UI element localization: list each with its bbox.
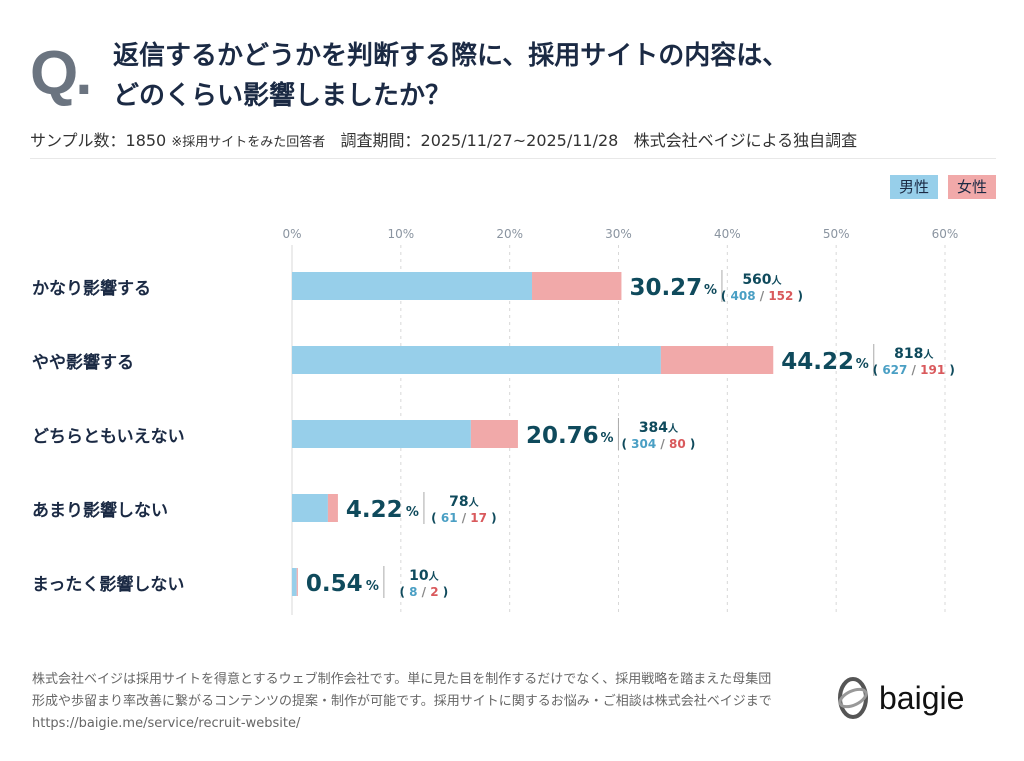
footer-text: 株式会社ベイジは採用サイトを得意とするウェブ制作会社です。単に見た目を制作するだ…: [32, 669, 772, 735]
gender-breakdown: ( 627 / 191 ): [873, 363, 955, 377]
q-mark: Q.: [30, 39, 92, 108]
percent-unit: %: [406, 505, 419, 520]
survey-period: 調査期間：2025/11/27~2025/11/28: [340, 131, 619, 150]
category-label: どちらともいえない: [32, 427, 185, 447]
category-label: あまり影響しない: [32, 501, 168, 521]
percent-label: 30.27: [629, 275, 702, 301]
x-tick-label: 40%: [714, 227, 741, 241]
percent-label: 44.22: [781, 349, 854, 375]
percent-unit: %: [856, 357, 869, 372]
bar-male: [292, 568, 297, 596]
gender-breakdown: ( 304 / 80 ): [622, 437, 696, 451]
baigie-logo-icon: [838, 677, 868, 719]
legend-male: 男性: [890, 175, 938, 199]
sample-note: ※採用サイトをみた回答者: [171, 135, 326, 150]
x-tick-label: 0%: [282, 227, 301, 241]
gender-breakdown: ( 408 / 152 ): [721, 289, 803, 303]
survey-source: 株式会社ベイジによる独自調査: [633, 131, 858, 150]
category-label: やや影響する: [32, 353, 134, 373]
percent-unit: %: [704, 283, 717, 298]
percent-unit: %: [600, 431, 613, 446]
footer-url[interactable]: https://baigie.me/service/recruit-websit…: [32, 716, 301, 731]
logo-text: baigie: [879, 679, 965, 716]
gender-breakdown: ( 8 / 2 ): [399, 585, 448, 599]
total-count: 384人: [639, 420, 679, 436]
baigie-logo: baigie: [835, 676, 964, 720]
bar-male: [292, 494, 328, 522]
percent-unit: %: [366, 579, 379, 594]
x-tick-label: 50%: [823, 227, 850, 241]
chart-title: 返信するかどうかを判断する際に、採用サイトの内容は、 どのくらい影響しましたか？: [113, 36, 788, 116]
category-label: かなり影響する: [32, 279, 151, 299]
total-count: 560人: [742, 272, 782, 288]
title-line-2: どのくらい影響しましたか？: [113, 81, 452, 111]
bar-female: [470, 420, 518, 448]
x-tick-label: 30%: [605, 227, 632, 241]
category-label: まったく影響しない: [32, 575, 185, 595]
footer-line-1: 株式会社ベイジは採用サイトを得意とするウェブ制作会社です。単に見た目を制作するだ…: [32, 672, 772, 687]
bar-chart: 0% 10% 20% 30% 40% 50% 60% 30.27 % 560人( 408 / 15…: [282, 227, 959, 615]
footer-line-2: 形成や歩留まり率改善に繋がるコンテンツの提案・制作が可能です。採用サイトに関する…: [32, 694, 772, 709]
title-line-1: 返信するかどうかを判断する際に、採用サイトの内容は、: [113, 41, 789, 71]
bar-female: [660, 346, 774, 374]
total-count: 10人: [409, 568, 439, 584]
percent-label: 20.76: [526, 423, 599, 449]
bar-female: [327, 494, 338, 522]
x-tick-label: 10%: [387, 227, 414, 241]
bar-male: [292, 272, 533, 300]
sample-size: サンプル数：1850: [30, 131, 167, 150]
x-tick-label: 20%: [496, 227, 523, 241]
bar-female: [296, 568, 298, 596]
total-count: 78人: [449, 494, 479, 510]
survey-info: サンプル数：1850 ※採用サイトをみた回答者 調査期間：2025/11/27~…: [30, 127, 857, 151]
total-count: 818人: [894, 346, 934, 362]
percent-label: 0.54: [306, 571, 363, 597]
legend-female: 女性: [948, 175, 996, 199]
bar-male: [292, 420, 471, 448]
percent-label: 4.22: [346, 497, 403, 523]
divider: [30, 158, 996, 159]
bar-male: [292, 346, 661, 374]
x-tick-label: 60%: [932, 227, 959, 241]
bar-female: [532, 272, 622, 300]
gender-breakdown: ( 61 / 17 ): [431, 511, 497, 525]
